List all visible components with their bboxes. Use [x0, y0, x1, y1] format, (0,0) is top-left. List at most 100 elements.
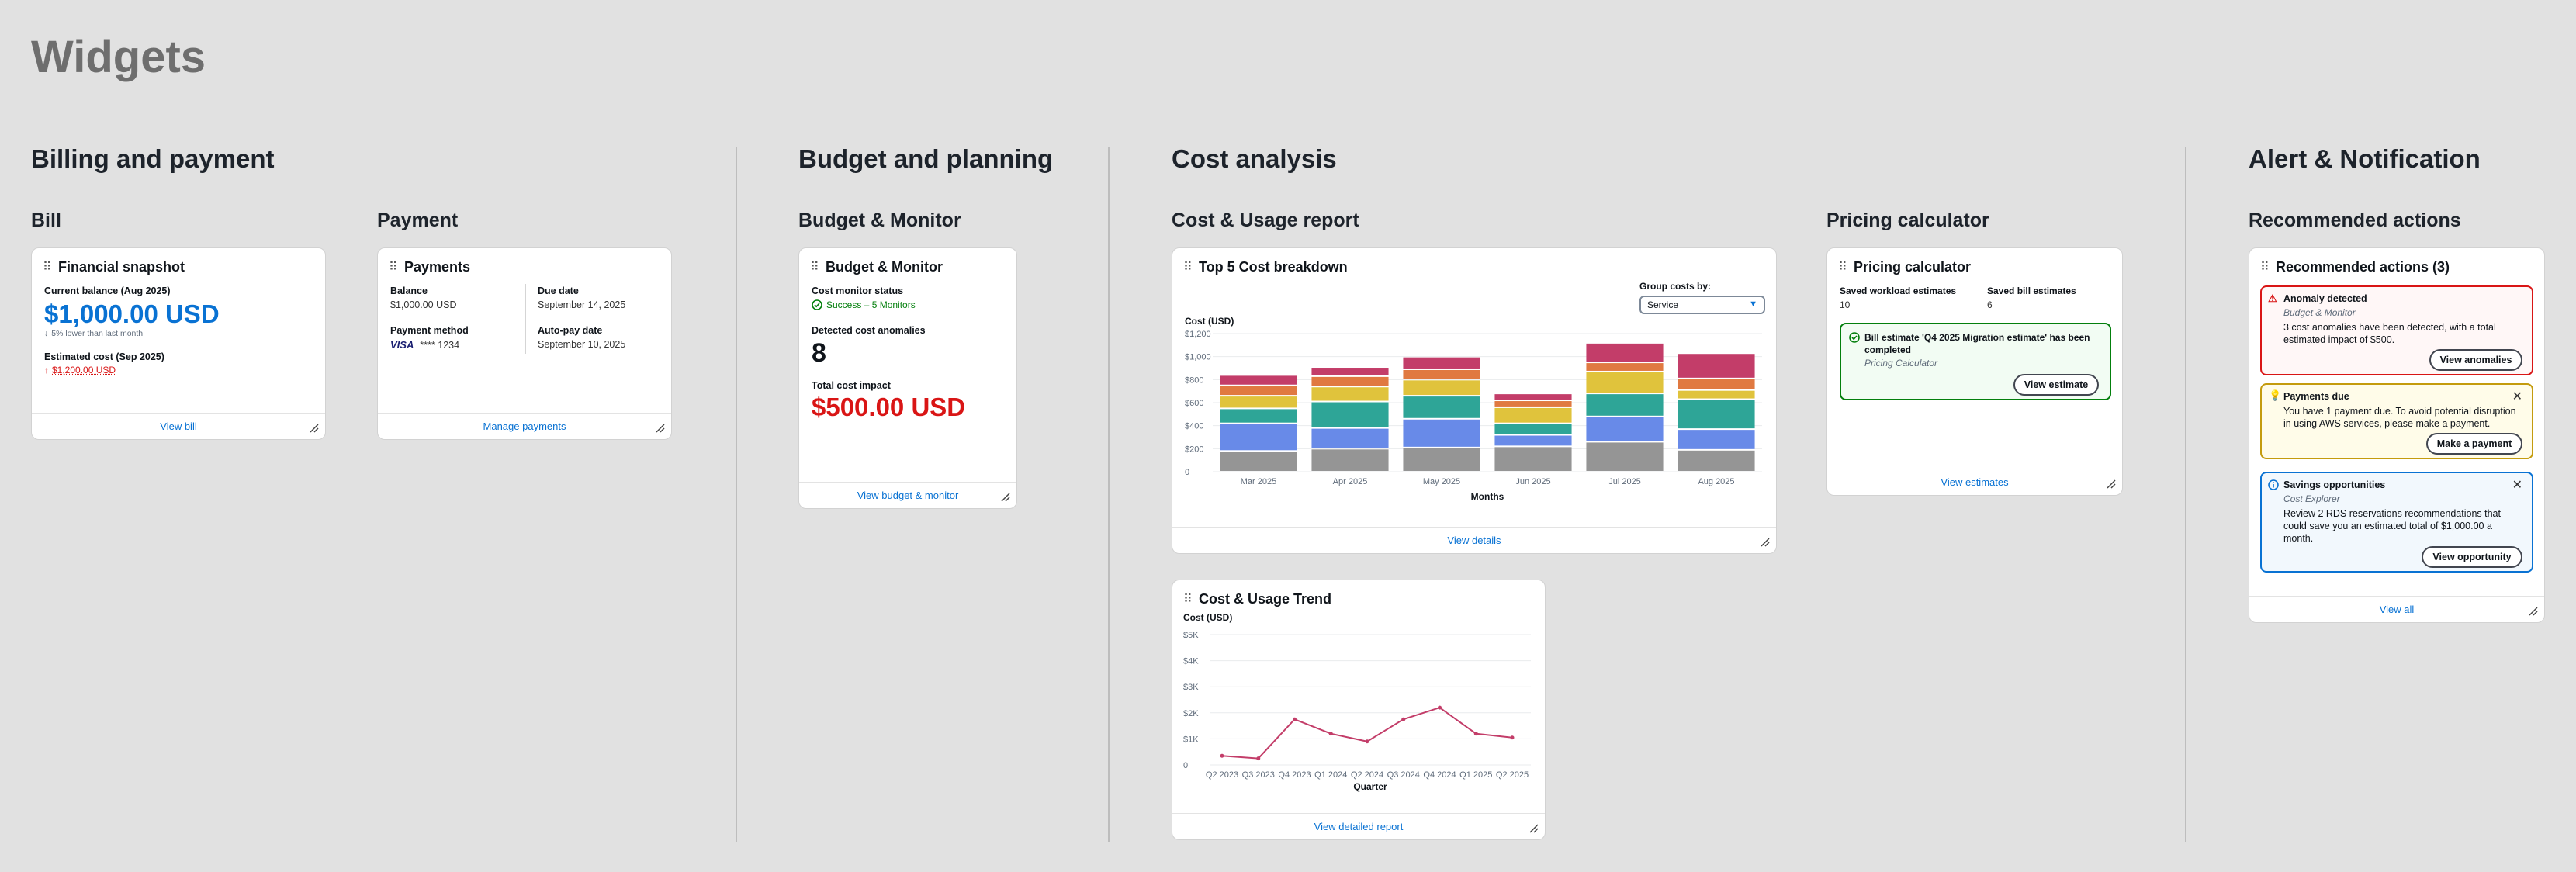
arrow-up-icon: ↑ — [44, 365, 49, 375]
x-tick-label: Q2 2023 — [1206, 770, 1238, 780]
x-axis-title: Months — [1471, 491, 1504, 502]
autopay-value: September 10, 2025 — [538, 339, 626, 350]
x-axis-title: Quarter — [1353, 781, 1387, 792]
resize-handle-icon[interactable] — [1529, 824, 1539, 833]
view-estimates-link[interactable]: View estimates — [1941, 476, 2009, 488]
resize-handle-icon[interactable] — [1001, 493, 1010, 502]
success-icon — [812, 299, 822, 310]
resize-handle-icon[interactable] — [2107, 479, 2116, 489]
manage-payments-link[interactable]: Manage payments — [483, 420, 566, 432]
bar-segment — [1311, 368, 1389, 375]
impact-label: Total cost impact — [812, 380, 891, 391]
notice-text: Bill estimate 'Q4 2025 Migration estimat… — [1864, 332, 2090, 355]
x-tick-label: Q1 2024 — [1314, 770, 1347, 780]
bar-segment — [1311, 428, 1389, 448]
bar-segment — [1586, 394, 1664, 416]
saved-bill-value: 6 — [1987, 299, 1993, 310]
x-tick-label: Q4 2023 — [1278, 770, 1311, 780]
resize-handle-icon[interactable] — [2529, 607, 2538, 616]
bar-segment — [1494, 401, 1572, 407]
top5-cost-breakdown-widget: ⠿ Top 5 Cost breakdown Group costs by: S… — [1172, 247, 1777, 554]
view-opportunity-button[interactable]: View opportunity — [2422, 546, 2522, 568]
bar-segment — [1586, 363, 1664, 371]
trend-line — [1221, 706, 1513, 760]
recommended-actions-widget: ⠿ Recommended actions (3) ⚠ Anomaly dete… — [2249, 247, 2545, 623]
y-tick-label: $200 — [1185, 445, 1203, 454]
group-costs-value: Service — [1647, 299, 1679, 310]
alert-title: Anomaly detected — [2283, 293, 2367, 304]
x-tick-label: Jun 2025 — [1515, 477, 1550, 486]
y-tick-label: $3K — [1183, 683, 1199, 692]
drag-handle-icon[interactable]: ⠿ — [1183, 592, 1193, 606]
saved-bill-label: Saved bill estimates — [1987, 285, 2076, 296]
y-axis-title: Cost (USD) — [1183, 612, 1232, 623]
drag-handle-icon[interactable]: ⠿ — [1838, 260, 1847, 274]
drag-handle-icon[interactable]: ⠿ — [1183, 260, 1193, 274]
bar-segment — [1311, 449, 1389, 471]
subsection-cost-usage-report-title: Cost & Usage report — [1172, 209, 1359, 231]
close-icon[interactable]: ✕ — [2512, 479, 2522, 492]
y-tick-label: $600 — [1185, 399, 1203, 408]
x-tick-label: May 2025 — [1423, 477, 1460, 486]
resize-handle-icon[interactable] — [310, 424, 319, 433]
alert-source: Budget & Monitor — [2283, 307, 2356, 318]
alert-body: You have 1 payment due. To avoid potenti… — [2283, 406, 2516, 429]
view-detailed-report-link[interactable]: View detailed report — [1314, 821, 1404, 832]
alert-title: Savings opportunities — [2283, 479, 2386, 490]
view-details-link[interactable]: View details — [1447, 535, 1501, 546]
drag-handle-icon[interactable]: ⠿ — [810, 260, 819, 274]
info-icon — [2268, 479, 2279, 490]
y-tick-label: $1,000 — [1185, 353, 1211, 362]
current-balance-label: Current balance (Aug 2025) — [44, 285, 171, 296]
due-date-value: September 14, 2025 — [538, 299, 626, 310]
bar-segment — [1586, 417, 1664, 441]
bar-segment — [1494, 424, 1572, 434]
make-payment-button[interactable]: Make a payment — [2426, 433, 2522, 455]
x-tick-label: Q2 2024 — [1351, 770, 1383, 780]
resize-handle-icon[interactable] — [1761, 538, 1770, 547]
estimated-cost-label: Estimated cost (Sep 2025) — [44, 351, 164, 362]
savings-alert: Savings opportunities ✕ Cost Explorer Re… — [2260, 472, 2533, 573]
data-point — [1220, 753, 1224, 758]
bar-segment — [1403, 369, 1480, 379]
drag-handle-icon[interactable]: ⠿ — [2260, 260, 2270, 274]
anomalies-value: 8 — [812, 338, 826, 368]
bar-segment — [1220, 375, 1297, 385]
section-divider — [2185, 147, 2186, 842]
success-icon — [1849, 332, 1860, 343]
y-tick-label: $800 — [1185, 375, 1203, 385]
bar-segment — [1220, 386, 1297, 396]
drag-handle-icon[interactable]: ⠿ — [43, 260, 52, 274]
view-budget-monitor-link[interactable]: View budget & monitor — [857, 490, 959, 501]
resize-handle-icon[interactable] — [656, 424, 665, 433]
section-alert-title: Alert & Notification — [2249, 144, 2481, 173]
card-number: **** 1234 — [420, 339, 460, 351]
widget-title: Recommended actions (3) — [2276, 259, 2450, 275]
anomalies-label: Detected cost anomalies — [812, 325, 926, 336]
close-icon[interactable]: ✕ — [2512, 390, 2522, 403]
subsection-recommended-actions-title: Recommended actions — [2249, 209, 2461, 231]
view-bill-link[interactable]: View bill — [160, 420, 197, 432]
drag-handle-icon[interactable]: ⠿ — [389, 260, 398, 274]
alert-source: Cost Explorer — [2283, 493, 2340, 504]
payment-method-label: Payment method — [390, 325, 469, 336]
arrow-down-icon: ↓ — [44, 329, 49, 338]
cost-trend-line-chart: Cost (USD) 0 $1K $2K $3K $4K $5K Q2 2023 Q3 2023… — [1183, 612, 1531, 792]
group-costs-select[interactable]: Service ▼ — [1639, 296, 1765, 314]
caret-down-icon: ▼ — [1749, 299, 1757, 309]
view-all-link[interactable]: View all — [2379, 604, 2415, 615]
bar-segment — [1678, 379, 1755, 389]
data-point — [1438, 705, 1442, 710]
notice-source: Pricing Calculator — [1864, 358, 1938, 369]
bar-segment — [1678, 430, 1755, 449]
alert-body: Review 2 RDS reservations recommendation… — [2283, 508, 2501, 544]
section-divider — [736, 147, 737, 842]
bar-segment — [1494, 435, 1572, 446]
page-title: Widgets — [31, 32, 206, 82]
data-point — [1510, 735, 1515, 740]
budget-monitor-widget: ⠿ Budget & Monitor Cost monitor status S… — [798, 247, 1017, 509]
view-anomalies-button[interactable]: View anomalies — [2429, 349, 2522, 371]
view-estimate-button[interactable]: View estimate — [2013, 374, 2099, 396]
bar-segment — [1403, 448, 1480, 471]
x-tick-label: Aug 2025 — [1698, 477, 1734, 486]
